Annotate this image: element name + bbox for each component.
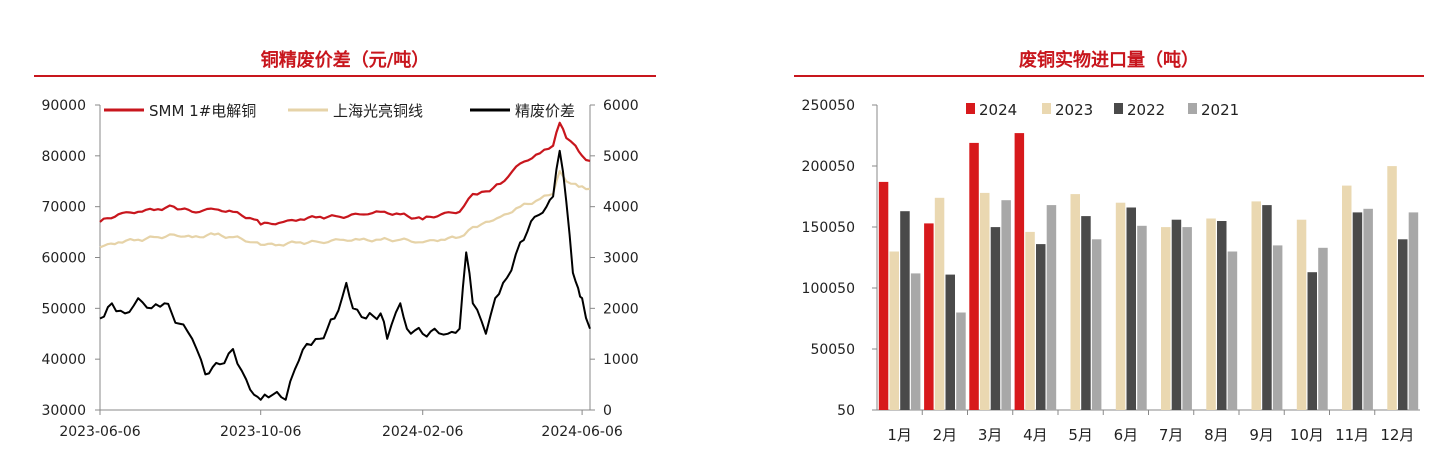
- bar-2022-7: [1171, 219, 1182, 410]
- bar-2022-12: [1398, 239, 1408, 410]
- bar-2021-5: [1091, 239, 1102, 410]
- bar-2021-6: [1137, 225, 1147, 410]
- bar-2023-8: [1206, 218, 1216, 410]
- bar-category-label: 7月: [1159, 426, 1184, 444]
- bar-category-label: 3月: [978, 426, 1003, 444]
- y-right-tick-label: 6000: [603, 98, 639, 114]
- bar-legend-swatch-2024: [966, 103, 975, 114]
- bar-2022-4: [1036, 244, 1046, 410]
- bar-y-tick-label: 250050: [802, 98, 855, 114]
- bar-2022-10: [1307, 272, 1317, 410]
- y-left-tick-label: 70000: [41, 200, 86, 216]
- bar-legend-swatch-2023: [1042, 103, 1051, 114]
- bar-2024-3: [969, 142, 979, 410]
- bar-2021-1: [910, 273, 921, 410]
- bar-2021-8: [1227, 251, 1238, 410]
- bar-2021-2: [956, 312, 966, 410]
- bar-2021-9: [1272, 245, 1283, 410]
- y-right-tick-label: 5000: [603, 149, 639, 165]
- bar-2024-2: [924, 223, 934, 410]
- bar-2021-4: [1046, 205, 1057, 410]
- bar-2022-1: [900, 211, 910, 410]
- bar-category-label: 5月: [1068, 426, 1093, 444]
- y-left-tick-label: 60000: [41, 251, 86, 267]
- x-tick-label: 2023-06-06: [59, 424, 140, 440]
- bar-2023-2: [934, 197, 945, 410]
- bar-y-tick-label: 50: [837, 403, 855, 419]
- bar-legend-swatch-2021: [1188, 103, 1197, 114]
- bar-2024-1: [878, 181, 889, 410]
- bar-legend-label-2021: 2021: [1201, 101, 1239, 119]
- bar-2022-6: [1126, 207, 1136, 410]
- bar-2023-12: [1387, 166, 1397, 410]
- bar-y-tick-label: 50050: [810, 342, 855, 358]
- y-left-tick-label: 30000: [41, 403, 86, 419]
- y-left-tick-label: 80000: [41, 149, 86, 165]
- bar-2023-1: [889, 251, 899, 410]
- y-right-tick-label: 0: [603, 403, 612, 419]
- bar-2023-6: [1115, 202, 1126, 410]
- bar-2021-11: [1363, 208, 1373, 410]
- bar-2023-10: [1296, 219, 1307, 410]
- bar-2022-3: [990, 227, 1001, 410]
- x-tick-label: 2024-02-06: [382, 424, 463, 440]
- bar-2021-10: [1318, 247, 1328, 410]
- legend-label-1: SMM 1#电解铜: [149, 102, 256, 120]
- bar-2023-4: [1025, 231, 1035, 410]
- series-line-3: [99, 149, 591, 401]
- bar-category-label: 4月: [1023, 426, 1048, 444]
- bar-y-tick-label: 150050: [802, 220, 855, 236]
- bar-2023-3: [980, 192, 990, 410]
- y-left-tick-label: 90000: [41, 98, 86, 114]
- bar-2021-7: [1182, 227, 1192, 410]
- bar-legend-label-2023: 2023: [1055, 101, 1093, 119]
- bar-legend-label-2024: 2024: [979, 101, 1017, 119]
- y-right-tick-label: 3000: [603, 251, 639, 267]
- bar-2022-8: [1217, 221, 1227, 410]
- bar-2021-12: [1408, 212, 1419, 410]
- bar-category-label: 6月: [1114, 426, 1139, 444]
- bar-2022-5: [1081, 216, 1091, 410]
- bar-2024-4: [1014, 133, 1025, 410]
- bar-2023-7: [1161, 227, 1171, 410]
- x-tick-label: 2024-06-06: [541, 424, 622, 440]
- bar-category-label: 2月: [933, 426, 958, 444]
- bar-category-label: 10月: [1290, 426, 1324, 444]
- bar-category-label: 9月: [1249, 426, 1274, 444]
- bar-2021-3: [1001, 200, 1011, 410]
- bar-y-tick-label: 100050: [802, 281, 855, 297]
- bar-2023-5: [1070, 194, 1080, 410]
- bar-2022-2: [945, 274, 955, 410]
- y-left-tick-label: 40000: [41, 352, 86, 368]
- bar-category-label: 12月: [1380, 426, 1414, 444]
- bar-2023-9: [1251, 201, 1261, 410]
- x-tick-label: 2023-10-06: [220, 424, 301, 440]
- series-line-2: [99, 170, 591, 249]
- bar-legend-swatch-2022: [1114, 103, 1123, 114]
- bar-y-tick-label: 200050: [802, 159, 855, 175]
- left-chart-svg: 30000 40000 50000 60000 70000 80000 90000 0 1000…: [41, 98, 639, 440]
- bar-category-label: 1月: [887, 426, 912, 444]
- y-right-tick-label: 4000: [603, 200, 639, 216]
- legend-label-2: 上海光亮铜线: [333, 102, 423, 120]
- bar-legend-label-2022: 2022: [1127, 101, 1165, 119]
- series-line-1: [99, 121, 591, 226]
- bar-category-label: 8月: [1204, 426, 1229, 444]
- bar-2022-11: [1352, 212, 1363, 410]
- bar-category-label: 11月: [1335, 426, 1369, 444]
- y-right-tick-label: 2000: [603, 301, 639, 317]
- left-title-rule: [34, 75, 656, 77]
- legend-label-3: 精废价差: [515, 102, 575, 120]
- bar-2022-9: [1262, 205, 1272, 410]
- y-left-tick-label: 50000: [41, 301, 86, 317]
- right-chart-title: 废铜实物进口量（吨）: [1019, 50, 1199, 71]
- left-chart-title: 铜精废价差（元/吨）: [260, 50, 430, 71]
- y-right-tick-label: 1000: [603, 352, 639, 368]
- bar-2023-11: [1342, 185, 1352, 410]
- right-title-rule: [794, 75, 1424, 77]
